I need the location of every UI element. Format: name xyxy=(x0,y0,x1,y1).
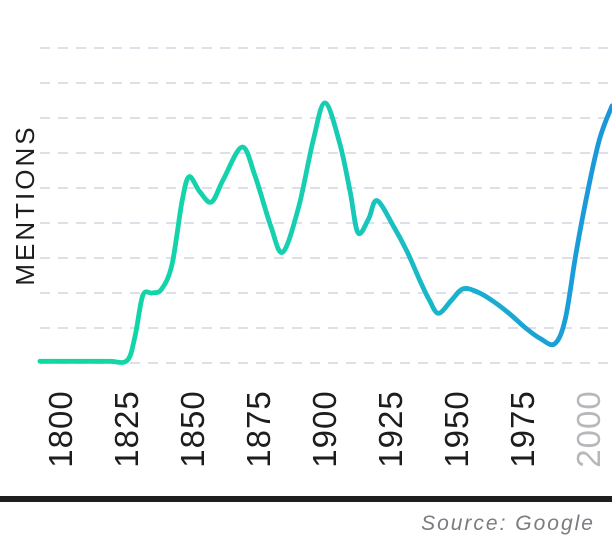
x-tick-label-2000: 2000 xyxy=(570,390,607,468)
footer-divider-bar xyxy=(0,496,612,502)
x-tick-label-1825: 1825 xyxy=(108,390,145,468)
x-tick-label-1875: 1875 xyxy=(240,390,277,468)
source-attribution: Source: Google xyxy=(421,512,595,535)
series-line-mentions xyxy=(37,100,612,365)
x-tick-label-1900: 1900 xyxy=(306,390,343,468)
x-tick-label-1975: 1975 xyxy=(504,390,541,468)
x-tick-label-1925: 1925 xyxy=(372,390,409,468)
plot-area xyxy=(37,47,612,365)
x-tick-label-1800: 1800 xyxy=(42,390,79,468)
y-axis-label: MENTIONS xyxy=(10,124,40,286)
x-tick-label-1950: 1950 xyxy=(438,390,475,468)
x-tick-label-1850: 1850 xyxy=(174,390,211,468)
